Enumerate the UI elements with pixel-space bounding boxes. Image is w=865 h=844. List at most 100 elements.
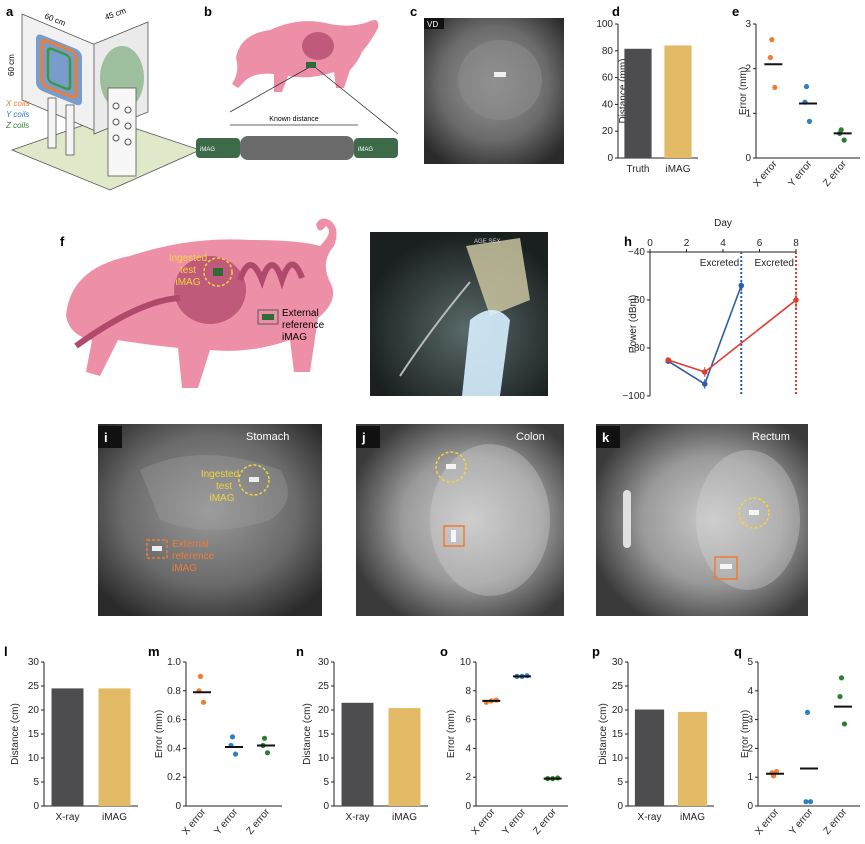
data-point-red [793,297,799,303]
y-tick-label: 15 [318,729,330,740]
y-tick-label: 20 [612,705,624,716]
legend-x-coils: X coils [5,99,30,108]
zoom-line-left [229,67,309,113]
y-axis-label: Error (mm) [738,67,749,115]
chart-m: m 0 0.2 0.4 0.6 0.8 1.0 Error (mm) X error Y erro… [148,644,282,837]
panel-i-ingested-3: iMAG [210,493,235,504]
data-point-z-error [838,675,845,681]
x-tick-label: Z error [822,806,850,837]
device-left-label: iMAG [200,147,215,153]
y-tick-label: 2 [465,772,471,783]
y-tick-label: −60 [628,295,645,306]
bar-x-ray [634,709,665,806]
y-tick-label: 4 [465,743,471,754]
data-point-y-error [807,799,814,805]
data-point-z-error [837,693,843,700]
known-distance-label: Known distance [269,116,319,123]
legend-y-coils: Y coils [6,110,29,119]
panel-g: g AGE SEX [370,232,548,396]
y-axis-label: Distance (cm) [10,703,21,765]
panel-j-external-device [451,530,456,542]
y-tick-label: 1.0 [167,657,181,668]
coil-z-icon [46,47,72,91]
panel-k: k Rectum [596,424,808,616]
x-tick-label: 0 [647,238,653,249]
x-axis-label: Day [714,218,732,229]
x-tick-label: Truth [627,164,650,175]
x-tick-label: Y error [786,158,814,189]
xray-c-stomach [458,40,542,120]
xray-j-organ [430,444,550,596]
panel-a-letter: a [6,4,14,19]
panel-p-letter: p [592,644,600,659]
y-tick-label: 5 [33,777,39,788]
y-tick-label: −80 [628,343,645,354]
y-tick-label: 2 [747,743,753,754]
x-tick-label: Y error [787,806,815,837]
endo-device-icon [466,238,530,316]
panel-i: i Stomach Ingested test iMAG External re… [98,424,322,616]
panel-c: c VD [410,4,564,164]
panel-l-letter: l [4,644,8,659]
y-tick-label: 0.6 [167,715,181,726]
x-tick-label: 6 [757,238,763,249]
panel-q-letter: q [734,644,742,659]
data-point-y-error [803,799,809,805]
x-tick-label: Y error [500,806,528,837]
y-axis-label: Distance (cm) [302,703,313,765]
xray-k-image [596,424,808,616]
y-axis-label: Power (dBm) [628,295,639,353]
panel-k-ingested-circle [738,497,770,529]
stand-tower [107,87,137,177]
panel-f: f Ingested test iMAG External reference … [60,218,337,388]
ingested-label-3: iMAG [176,277,201,288]
x-tick-label: iMAG [102,812,127,823]
stand-hole [112,118,120,126]
device-right-label: iMAG [358,147,373,153]
y-tick-label: 20 [28,705,40,716]
y-tick-label: 0.8 [167,686,181,697]
chart-q: q 0 1 2 3 4 5 Error (mm) X error Y error Z error [734,644,860,837]
xray-j-image [356,424,564,616]
endo-overlay-text: AGE SEX [474,239,500,245]
data-point-x-error [197,673,204,680]
x-tick-label: X error [180,806,209,837]
ingested-label-1: Ingested [169,253,207,264]
data-point-red [665,357,672,363]
external-label-2: reference [282,320,325,331]
stand-hole [124,138,132,146]
chart-d: d 0 20 40 60 80 100 Distance (mm) Truth iMAG [596,4,698,175]
y-tick-label: −40 [628,247,645,258]
y-axis-label: Distance (cm) [598,703,609,765]
x-tick-label: X error [470,806,499,837]
panel-i-external-1: External [172,539,209,550]
panel-f-letter: f [60,234,65,249]
dim-depth: 45 cm [104,6,128,22]
y-axis-label: Error (mm) [446,710,457,758]
x-tick-label: 4 [720,238,726,249]
panel-j-ingested-circle [435,451,467,483]
x-tick-label: 2 [684,238,690,249]
y-tick-label: 0 [175,801,181,812]
panel-i-external-3: iMAG [172,563,197,574]
ingested-label-2: test [180,265,196,276]
external-label-3: iMAG [282,332,307,343]
y-tick-label: 0.2 [167,772,181,783]
panel-b: b iMAG iMAG Known distance [196,4,399,160]
panel-b-letter: b [204,4,212,19]
y-tick-label: 0 [33,801,39,812]
y-tick-label: 30 [318,657,330,668]
panel-m-letter: m [148,644,160,659]
y-tick-label: 1 [745,108,751,119]
y-axis-label: Error (mm) [154,710,165,758]
x-tick-label: iMAG [392,812,417,823]
x-tick-label: Y error [212,806,240,837]
y-tick-label: 25 [612,681,624,692]
data-point-y-error [804,709,811,716]
x-tick-label: Z error [531,806,559,837]
panel-k-ingested-device [749,510,759,515]
device-right-icon [354,138,398,158]
zoom-line-right [315,67,399,135]
panel-k-external-device [720,564,732,569]
panel-i-letter-bg [98,426,122,448]
